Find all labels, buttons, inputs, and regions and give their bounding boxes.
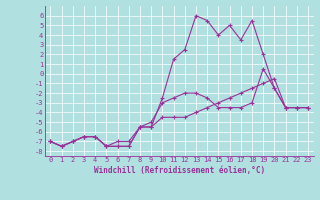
X-axis label: Windchill (Refroidissement éolien,°C): Windchill (Refroidissement éolien,°C) xyxy=(94,166,265,175)
